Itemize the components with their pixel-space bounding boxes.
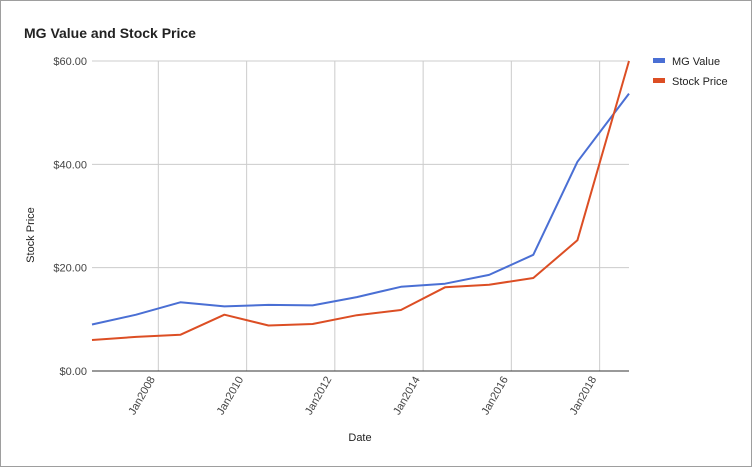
legend-swatch-stock-price — [653, 78, 665, 83]
series-line-stock-price — [91, 60, 630, 341]
legend-label-stock-price: Stock Price — [672, 76, 728, 88]
chart-title: MG Value and Stock Price — [24, 25, 196, 41]
y-tick-label: $20.00 — [53, 263, 87, 275]
legend-label-mg-value: MG Value — [672, 56, 720, 68]
x-axis-title: Date — [348, 432, 371, 444]
x-tick-label: Jan2008 — [126, 375, 158, 418]
y-tick-label: $60.00 — [53, 56, 87, 68]
legend-swatch-mg-value — [653, 58, 665, 63]
series-lines — [91, 60, 630, 341]
x-tick-label: Jan2010 — [215, 375, 247, 418]
x-tick-label: Jan2016 — [479, 375, 511, 418]
x-tick-label: Jan2018 — [568, 375, 600, 418]
legend: MG Value Stock Price — [653, 56, 728, 88]
y-axis-ticks: $0.00 $20.00 $40.00 $60.00 — [53, 56, 87, 378]
grid-lines — [92, 60, 629, 371]
x-tick-label: Jan2014 — [391, 375, 423, 418]
x-tick-label: Jan2012 — [303, 375, 335, 418]
y-axis-title: Stock Price — [25, 207, 37, 263]
series-line-mg-value — [91, 92, 630, 326]
y-tick-label: $40.00 — [53, 159, 87, 171]
y-tick-label: $0.00 — [59, 366, 87, 378]
x-axis-ticks: Jan2008 Jan2010 Jan2012 Jan2014 Jan2016 Jan20… — [126, 375, 599, 418]
